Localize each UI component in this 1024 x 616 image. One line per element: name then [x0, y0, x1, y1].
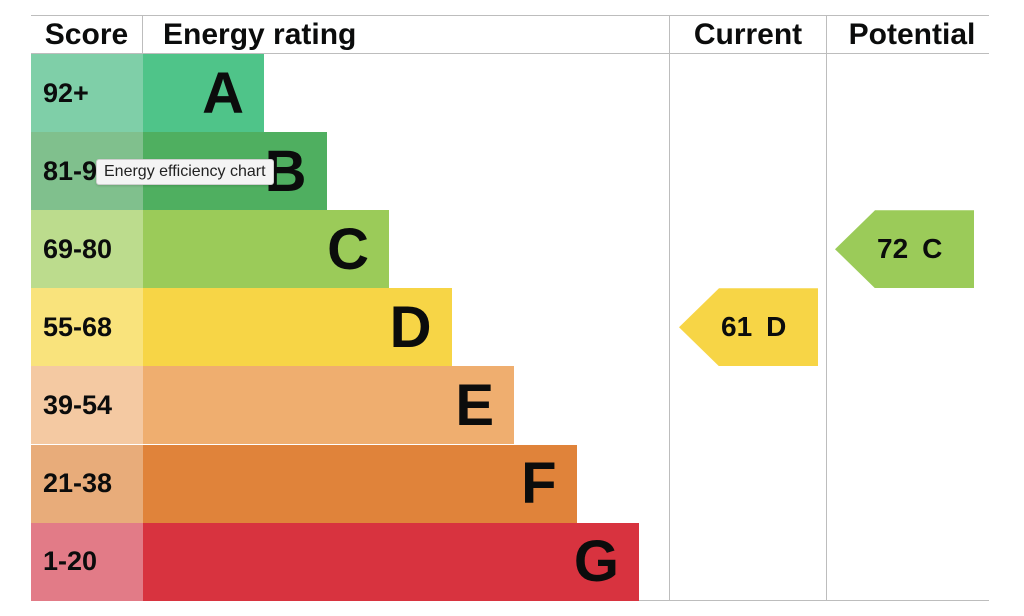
score-column-divider: [142, 15, 143, 53]
potential-band-letter: C: [922, 233, 943, 265]
score-range-f: 21-38: [31, 444, 143, 523]
potential-score-value: 72: [877, 233, 909, 265]
current-band-letter: D: [766, 311, 787, 343]
rating-bar-d: D: [143, 288, 452, 367]
rating-bar-c: C: [143, 210, 389, 289]
chart-tooltip: Energy efficiency chart: [96, 159, 274, 185]
header-bottom-border: [31, 53, 989, 54]
score-range-e: 39-54: [31, 366, 143, 445]
rating-bar-f: F: [143, 444, 577, 523]
potential-column-left-divider: [826, 15, 827, 601]
rating-bar-a: A: [143, 54, 264, 132]
score-header: Score: [44, 18, 129, 51]
score-range-c: 69-80: [31, 210, 143, 289]
current-header: Current: [693, 18, 803, 51]
score-range-a: 92+: [31, 54, 143, 132]
current-rating-marker: 61 D: [679, 288, 818, 367]
potential-rating-marker: 72 C: [835, 210, 974, 289]
rating-bar-e: E: [143, 366, 514, 445]
current-score-value: 61: [721, 311, 753, 343]
score-range-g: 1-20: [31, 522, 143, 601]
potential-header: Potential: [848, 18, 976, 51]
rating-bar-g: G: [143, 522, 639, 601]
score-range-d: 55-68: [31, 288, 143, 367]
header-top-border: [31, 15, 989, 16]
energy-rating-header: Energy rating: [163, 18, 357, 51]
current-column-left-divider: [669, 15, 670, 601]
